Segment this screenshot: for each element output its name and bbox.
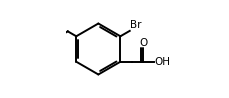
Text: O: O bbox=[138, 38, 147, 48]
Text: Br: Br bbox=[130, 20, 141, 30]
Text: OH: OH bbox=[154, 57, 169, 67]
